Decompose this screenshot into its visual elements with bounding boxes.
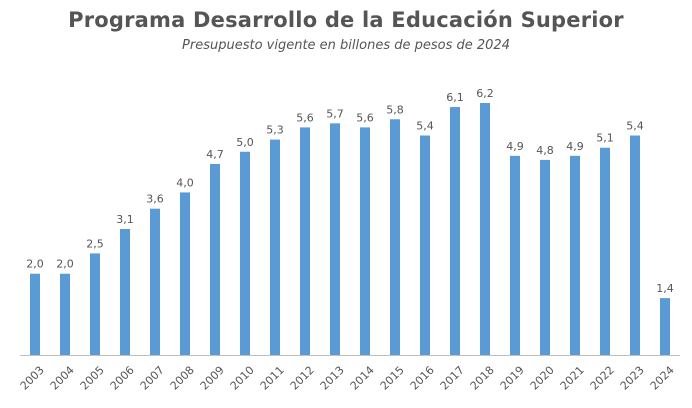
value-label-2007: 3,6 bbox=[146, 193, 164, 206]
x-tick-label-2020: 2020 bbox=[528, 364, 557, 393]
bar-2008 bbox=[180, 192, 190, 355]
bar-2007 bbox=[150, 208, 160, 355]
bar-2023 bbox=[630, 135, 640, 355]
value-label-2004: 2,0 bbox=[56, 258, 74, 271]
x-tick-label-2023: 2023 bbox=[618, 364, 647, 393]
bar-2013 bbox=[330, 123, 340, 355]
value-label-2017: 6,1 bbox=[446, 91, 464, 104]
value-label-2009: 4,7 bbox=[206, 148, 224, 161]
chart-title: Programa Desarrollo de la Educación Supe… bbox=[68, 8, 624, 32]
x-tick-label-2005: 2005 bbox=[78, 364, 107, 393]
bar-2020 bbox=[540, 159, 550, 355]
x-tick-label-2013: 2013 bbox=[318, 364, 347, 393]
bar-2018 bbox=[480, 103, 490, 355]
bar-2009 bbox=[210, 163, 220, 355]
value-label-2023: 5,4 bbox=[626, 120, 644, 133]
value-label-2018: 6,2 bbox=[476, 87, 494, 100]
x-tick-label-2004: 2004 bbox=[48, 364, 77, 393]
bar-2006 bbox=[120, 229, 130, 355]
bar-2019 bbox=[510, 155, 520, 355]
bar-2004 bbox=[60, 273, 70, 355]
bar-2015 bbox=[390, 119, 400, 355]
bar-2012 bbox=[300, 127, 310, 355]
value-label-2020: 4,8 bbox=[536, 144, 554, 157]
x-tick-label-2016: 2016 bbox=[408, 364, 437, 393]
x-tick-label-2011: 2011 bbox=[258, 364, 287, 393]
bar-2017 bbox=[450, 107, 460, 355]
x-tick-labels-group: 2003 2004 2005 2006 2007 2008 2009 2010 2011 2012… bbox=[18, 364, 677, 393]
bar-2003 bbox=[30, 273, 40, 355]
value-label-2005: 2,5 bbox=[86, 237, 104, 250]
bar-2016 bbox=[420, 135, 430, 355]
bar-2024 bbox=[660, 298, 670, 355]
x-tick-label-2008: 2008 bbox=[168, 364, 197, 393]
x-tick-label-2019: 2019 bbox=[498, 364, 527, 393]
value-label-2012: 5,6 bbox=[296, 111, 314, 124]
value-label-2011: 5,3 bbox=[266, 124, 284, 137]
value-label-2013: 5,7 bbox=[326, 107, 344, 120]
x-tick-label-2022: 2022 bbox=[588, 364, 617, 393]
value-label-2006: 3,1 bbox=[116, 213, 134, 226]
value-label-2022: 5,1 bbox=[596, 132, 614, 145]
x-tick-label-2009: 2009 bbox=[198, 364, 227, 393]
bars-group bbox=[30, 103, 670, 355]
x-tick-label-2006: 2006 bbox=[108, 364, 137, 393]
value-label-2010: 5,0 bbox=[236, 136, 254, 149]
bar-2011 bbox=[270, 139, 280, 355]
x-tick-label-2024: 2024 bbox=[648, 364, 677, 393]
value-label-2003: 2,0 bbox=[26, 258, 44, 271]
chart-subtitle: Presupuesto vigente en billones de pesos… bbox=[182, 38, 510, 53]
x-tick-label-2003: 2003 bbox=[18, 364, 47, 393]
value-label-2008: 4,0 bbox=[176, 176, 194, 189]
value-labels-group: 2,0 2,0 2,5 3,1 3,6 4,0 4,7 5,0 5,3 5,6 5,7 5,6 5,8 5… bbox=[26, 87, 674, 295]
value-label-2016: 5,4 bbox=[416, 120, 434, 133]
x-tick-label-2007: 2007 bbox=[138, 364, 167, 393]
x-tick-label-2010: 2010 bbox=[228, 364, 257, 393]
bar-2014 bbox=[360, 127, 370, 355]
x-tick-label-2018: 2018 bbox=[468, 364, 497, 393]
value-label-2024: 1,4 bbox=[656, 282, 674, 295]
bar-2021 bbox=[570, 155, 580, 355]
value-label-2019: 4,9 bbox=[506, 140, 524, 153]
x-tick-label-2017: 2017 bbox=[438, 364, 467, 393]
bar-2005 bbox=[90, 253, 100, 355]
x-tick-label-2014: 2014 bbox=[348, 364, 377, 393]
value-label-2014: 5,6 bbox=[356, 111, 374, 124]
value-label-2015: 5,8 bbox=[386, 103, 404, 116]
bar-2022 bbox=[600, 147, 610, 355]
bar-2010 bbox=[240, 151, 250, 355]
x-tick-label-2015: 2015 bbox=[378, 364, 407, 393]
x-tick-label-2012: 2012 bbox=[288, 364, 317, 393]
value-label-2021: 4,9 bbox=[566, 140, 584, 153]
x-tick-label-2021: 2021 bbox=[558, 364, 587, 393]
